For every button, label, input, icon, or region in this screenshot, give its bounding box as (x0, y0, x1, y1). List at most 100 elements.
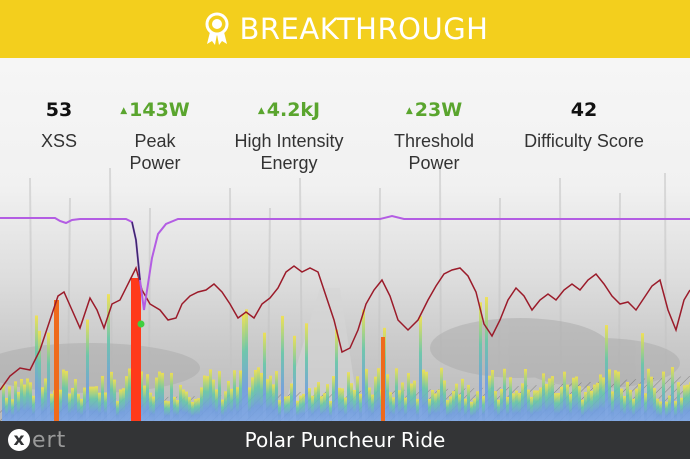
power-spike (548, 378, 551, 422)
power-spike (395, 368, 398, 422)
power-spike (185, 391, 188, 422)
power-bars (2, 294, 690, 422)
power-spike (170, 372, 173, 422)
stat-label-line1: High Intensity (234, 131, 344, 151)
power-spike (224, 391, 227, 422)
stat-value: 53 (45, 99, 73, 121)
power-spike (86, 319, 89, 422)
power-spike (674, 401, 677, 422)
xert-logo: x ert (8, 427, 67, 453)
power-spike (2, 384, 5, 422)
power-spike (125, 376, 128, 422)
power-spike (215, 389, 218, 422)
power-spike (512, 393, 515, 422)
power-spike (320, 396, 323, 422)
power-spike (539, 387, 542, 422)
power-spike (356, 376, 359, 422)
stat-value: ▲ 23W (394, 96, 474, 124)
power-spike (11, 399, 14, 422)
power-spike (575, 376, 578, 422)
power-spike (47, 332, 50, 422)
power-spike (65, 371, 68, 422)
power-spike (617, 371, 620, 422)
power-spike (206, 376, 209, 422)
power-spike (590, 390, 593, 422)
breakthrough-bar (131, 278, 141, 422)
power-spike (68, 393, 71, 422)
power-spike (251, 377, 254, 422)
stats-row: 53 XSS ▲ 143W Peak Power ▲ 4.2kJ High Inten… (0, 96, 690, 186)
power-spike (221, 399, 224, 422)
power-spike (167, 401, 170, 422)
mpa-line (0, 214, 690, 311)
power-spike (110, 371, 113, 422)
stat-label-line2: Power (408, 153, 460, 173)
power-spike (386, 374, 389, 422)
power-spike (149, 392, 152, 422)
power-spike (479, 302, 482, 422)
power-spike (473, 398, 476, 422)
power-spike (293, 335, 296, 422)
power-spike (14, 381, 17, 422)
power-spike (245, 309, 248, 422)
power-spike (101, 375, 104, 422)
power-spike (467, 384, 470, 422)
power-spike (308, 388, 311, 422)
power-spike (350, 383, 353, 422)
power-spike (389, 392, 392, 422)
power-spike (83, 387, 86, 422)
power-spike (419, 316, 422, 422)
power-spike (533, 390, 536, 422)
power-spike (200, 387, 203, 422)
power-spike (557, 393, 560, 422)
power-spike (566, 384, 569, 422)
power-spike (377, 368, 380, 422)
power-spike (95, 386, 98, 422)
power-spike (452, 391, 455, 422)
power-spike (413, 380, 416, 422)
power-spike (596, 382, 599, 422)
power-spike (431, 389, 434, 422)
medal-icon (205, 12, 228, 45)
power-spike (107, 294, 110, 422)
power-spike (98, 392, 101, 422)
power-spike (578, 386, 581, 422)
power-spike (260, 372, 263, 422)
power-spike (5, 397, 8, 422)
power-spike (173, 396, 176, 422)
power-spike (653, 388, 656, 422)
power-spike-orange (381, 337, 385, 422)
power-spike (611, 391, 614, 422)
stat-xss: 53 XSS (41, 96, 77, 152)
power-spike (338, 387, 341, 422)
power-spike (614, 370, 617, 422)
power-spike (365, 368, 368, 422)
power-spike-orange (54, 300, 59, 422)
power-spike (563, 371, 566, 422)
power-spike (491, 370, 494, 422)
power-spike (392, 397, 395, 422)
power-spike (425, 371, 428, 422)
stat-label-line1: Threshold (393, 131, 475, 151)
power-spike (440, 367, 443, 422)
stat-value: ▲ 4.2kJ (234, 96, 343, 124)
power-spike (146, 374, 149, 422)
power-spike (605, 325, 608, 422)
power-spike (176, 400, 179, 422)
power-spike (572, 377, 575, 422)
breakthrough-banner: BREAKTHROUGH (0, 0, 690, 58)
power-spike (209, 369, 212, 422)
power-spike (290, 383, 293, 422)
power-spike (530, 396, 533, 422)
stat-value-text: 143W (129, 99, 190, 121)
power-spike (470, 401, 473, 422)
power-spike (254, 369, 257, 422)
power-spike (368, 387, 371, 422)
power-spike (569, 394, 572, 422)
xert-logo-text: ert (32, 427, 67, 453)
power-spike (284, 396, 287, 422)
power-spike (632, 398, 635, 422)
power-spike (323, 393, 326, 422)
power-spike (26, 378, 29, 422)
power-spike (80, 398, 83, 422)
